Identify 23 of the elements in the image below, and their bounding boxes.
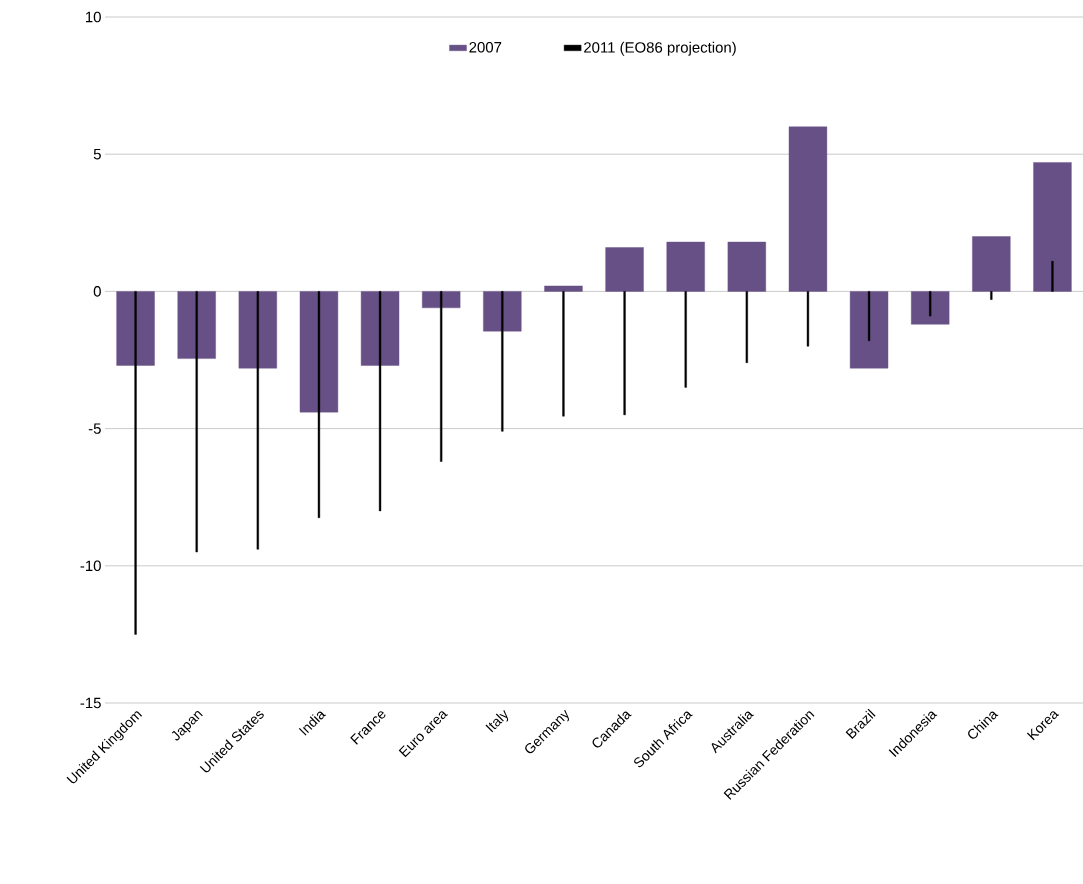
y-tick-label: 5 (93, 148, 101, 160)
y-tick-label: -5 (88, 423, 101, 434)
bar (605, 247, 644, 292)
bar (544, 285, 583, 292)
bar (483, 291, 522, 332)
legend-label: 2011 (EO86 projection) (584, 41, 736, 56)
legend-label: 2007 (469, 41, 502, 53)
y-tick-label: 10 (86, 11, 101, 23)
y-tick-label: -10 (80, 560, 101, 572)
bar (849, 291, 889, 369)
bar (727, 241, 766, 292)
bar (666, 241, 705, 292)
bar (788, 126, 828, 292)
bar (1033, 162, 1072, 292)
bar (422, 291, 461, 309)
y-tick-label: -15 (80, 697, 101, 709)
bar (911, 291, 950, 325)
bar (116, 291, 155, 366)
bar (972, 236, 1011, 292)
y-tick-label: 0 (93, 286, 101, 297)
x-tick-label: Italy (485, 709, 509, 733)
bar (177, 291, 216, 359)
bar (238, 291, 277, 369)
